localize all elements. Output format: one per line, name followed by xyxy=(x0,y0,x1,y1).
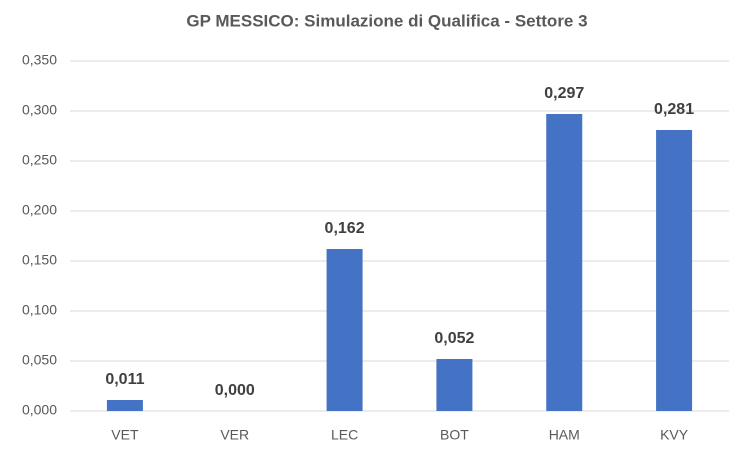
y-tick-label: 0,250 xyxy=(22,152,57,168)
y-tick-label: 0,150 xyxy=(22,252,57,268)
y-tick-label: 0,350 xyxy=(22,52,57,68)
y-tick-label: 0,000 xyxy=(22,402,57,418)
bar xyxy=(656,130,693,411)
y-tick-label: 0,300 xyxy=(22,102,57,118)
value-label: 0,052 xyxy=(434,330,474,347)
chart-title: GP MESSICO: Simulazione di Qualifica - S… xyxy=(186,11,587,30)
x-tick-label: KVY xyxy=(660,427,689,443)
value-label: 0,162 xyxy=(325,220,365,237)
bar xyxy=(106,400,143,411)
bar xyxy=(326,249,363,411)
value-label: 0,281 xyxy=(654,101,694,118)
y-tick-label: 0,050 xyxy=(22,352,57,368)
y-tick-label: 0,100 xyxy=(22,302,57,318)
x-tick-label: HAM xyxy=(549,427,580,443)
y-tick-label: 0,200 xyxy=(22,202,57,218)
bar xyxy=(436,359,473,411)
x-tick-label: BOT xyxy=(440,427,469,443)
x-tick-label: VET xyxy=(111,427,139,443)
x-tick-label: LEC xyxy=(331,427,358,443)
value-label: 0,297 xyxy=(544,85,584,102)
bar xyxy=(546,114,583,411)
value-label: 0,011 xyxy=(105,371,144,388)
value-label: 0,000 xyxy=(215,382,255,399)
x-tick-label: VER xyxy=(220,427,249,443)
